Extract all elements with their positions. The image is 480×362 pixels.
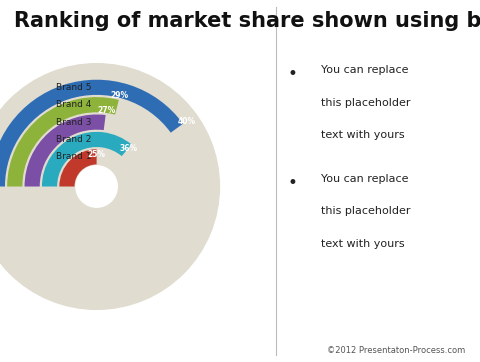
Text: Brand 4: Brand 4: [56, 100, 91, 109]
Text: •: •: [288, 174, 297, 192]
Text: 27%: 27%: [97, 106, 115, 115]
Text: Brand 3: Brand 3: [56, 118, 91, 127]
Text: this placeholder: this placeholder: [321, 98, 410, 108]
Text: Brand 2: Brand 2: [56, 135, 91, 144]
Text: Brand 1: Brand 1: [56, 152, 91, 161]
Wedge shape: [0, 80, 183, 186]
Text: •: •: [288, 65, 297, 83]
Text: 40%: 40%: [177, 117, 195, 126]
Circle shape: [0, 64, 219, 310]
Text: Ranking of market share shown using bent bars: Ranking of market share shown using bent…: [14, 11, 480, 31]
Text: You can replace: You can replace: [321, 174, 408, 184]
Text: text with yours: text with yours: [321, 239, 405, 249]
Text: ©2012 Presentaton-Process.com: ©2012 Presentaton-Process.com: [327, 346, 466, 355]
Wedge shape: [42, 132, 132, 186]
Text: text with yours: text with yours: [321, 130, 405, 140]
Text: Brand 5: Brand 5: [56, 83, 91, 92]
Text: this placeholder: this placeholder: [321, 206, 410, 216]
Wedge shape: [60, 149, 96, 186]
Text: 25%: 25%: [87, 150, 106, 159]
Text: You can replace: You can replace: [321, 65, 408, 75]
Text: 29%: 29%: [111, 91, 129, 100]
Wedge shape: [24, 114, 106, 186]
Circle shape: [76, 166, 117, 207]
Text: 36%: 36%: [120, 144, 137, 153]
Wedge shape: [7, 97, 119, 186]
